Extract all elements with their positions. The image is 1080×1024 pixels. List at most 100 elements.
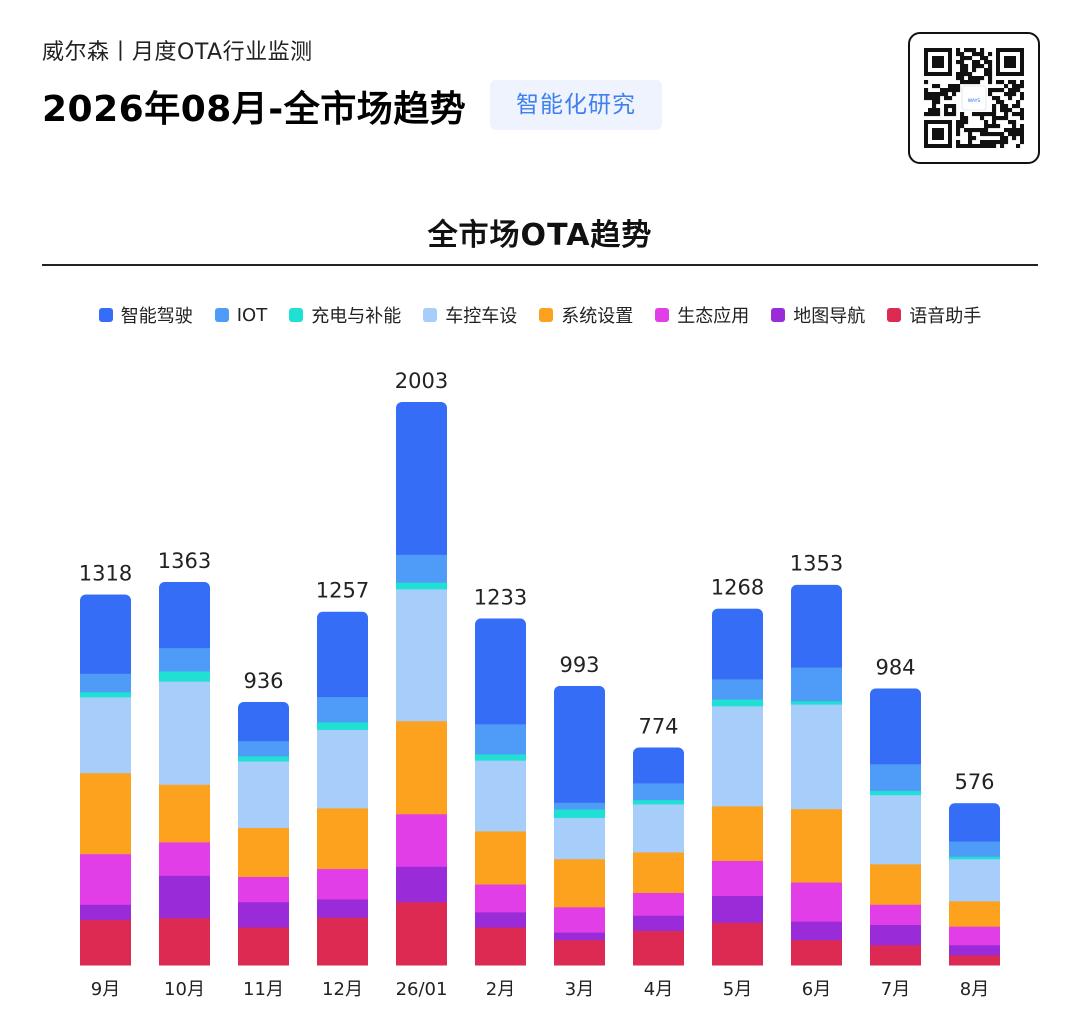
legend-item: IOT (214, 302, 268, 328)
bar-segment (238, 927, 289, 966)
bar-segment (554, 906, 605, 933)
x-tick-label: 2月 (486, 979, 515, 1000)
bar-segment (791, 808, 842, 883)
bar-segment (554, 858, 605, 908)
legend-swatch (423, 308, 438, 322)
bar-segment (238, 755, 289, 762)
bar-total-label: 576 (954, 770, 994, 794)
bar-segment (949, 900, 1000, 927)
bar-segment (633, 747, 684, 784)
legend-swatch (539, 308, 554, 322)
divider (42, 264, 1038, 266)
bar-segment (317, 898, 368, 918)
bar-total-label: 774 (638, 714, 678, 738)
legend-swatch (771, 308, 786, 322)
x-tick-label: 5月 (723, 979, 752, 1000)
bar-total-label: 1318 (79, 562, 132, 586)
bar-stack (159, 581, 210, 966)
bar-stack (949, 803, 1000, 966)
bar-segment (80, 904, 131, 920)
legend-label: 智能驾驶 (120, 306, 193, 327)
x-tick-label: 7月 (881, 979, 910, 1000)
bar-segment (633, 930, 684, 966)
bar-segment (633, 892, 684, 916)
bar-segment (317, 868, 368, 900)
bar-segment (159, 670, 210, 682)
bar-stack (712, 608, 763, 966)
bar-segment (475, 927, 526, 966)
chart-title: 全市场OTA趋势 (427, 218, 653, 253)
bar-segment (633, 915, 684, 931)
bar-segment (949, 803, 1000, 842)
x-tick-label: 3月 (565, 979, 594, 1000)
bar-segment (80, 853, 131, 905)
bar-segment (80, 696, 131, 774)
legend-label: IOT (236, 304, 268, 326)
legend-swatch (98, 308, 113, 322)
bar-segment (159, 647, 210, 672)
legend-item: 智能驾驶 (98, 302, 193, 328)
x-tick-label: 4月 (644, 979, 673, 1000)
bar-stack (870, 688, 921, 966)
bar-total-label: 936 (243, 669, 283, 693)
bar-stack (791, 584, 842, 966)
bar-segment (712, 922, 763, 966)
bar-segment (475, 723, 526, 755)
bar-segment (554, 809, 605, 818)
x-tick-label: 8月 (960, 979, 989, 1000)
bar-segment (475, 753, 526, 761)
bar-segment (870, 688, 921, 765)
legend-item: 充电与补能 (289, 302, 401, 328)
bar-segment (396, 582, 447, 590)
bar-segment (554, 939, 605, 966)
x-tick-label: 26/01 (396, 979, 448, 1000)
x-tick-label: 6月 (802, 979, 831, 1000)
bar-stack (80, 594, 131, 966)
legend-label: 车控车设 (445, 306, 518, 327)
bar-segment (238, 740, 289, 757)
x-tick-label: 12月 (322, 979, 363, 1000)
qr-code-icon: WAYS (924, 48, 1024, 148)
stacked-bar-chart: 1318 9月 1363 10月 936 11月 1257 12月 2003 26/01 1233 2… (79, 369, 1000, 1000)
bar-segment (791, 704, 842, 810)
bar-stack (554, 685, 605, 966)
bar-segment (475, 911, 526, 928)
bar-segment (396, 554, 447, 583)
bar-segment (949, 858, 1000, 902)
bar-segment (475, 830, 526, 885)
bar-segment (712, 608, 763, 680)
bar-stack (317, 611, 368, 966)
bar-total-label: 993 (559, 653, 599, 677)
bar-segment (80, 772, 131, 855)
bar-segment (238, 701, 289, 742)
bar-segment (475, 760, 526, 832)
bar-segment (712, 895, 763, 923)
bar-segment (317, 807, 368, 870)
bar-segment (159, 581, 210, 649)
x-tick-label: 11月 (243, 979, 284, 1000)
bar-segment (317, 729, 368, 809)
bar-segment (791, 882, 842, 922)
legend-label: 生态应用 (677, 306, 750, 327)
legend-swatch (214, 308, 229, 322)
qr-code: WAYS (908, 32, 1040, 164)
bar-segment (317, 696, 368, 723)
bar-segment (949, 944, 1000, 956)
bar-segment (554, 932, 605, 941)
bar-segment (238, 876, 289, 903)
bar-stack (238, 701, 289, 966)
bar-segment (870, 863, 921, 905)
bar-segment (791, 921, 842, 941)
bar-segment (870, 763, 921, 791)
bar-segment (633, 803, 684, 853)
bar-segment (712, 860, 763, 897)
bar-segment (633, 799, 684, 805)
legend-label: 地图导航 (793, 306, 866, 327)
legend-item: 车控车设 (423, 302, 517, 328)
page-title: 2026年08月-全市场趋势 (42, 89, 467, 130)
bar-stack (475, 618, 526, 966)
bar-total-label: 1257 (316, 579, 369, 603)
bar-segment (159, 917, 210, 966)
bar-segment (238, 760, 289, 829)
bar-segment (159, 841, 210, 876)
